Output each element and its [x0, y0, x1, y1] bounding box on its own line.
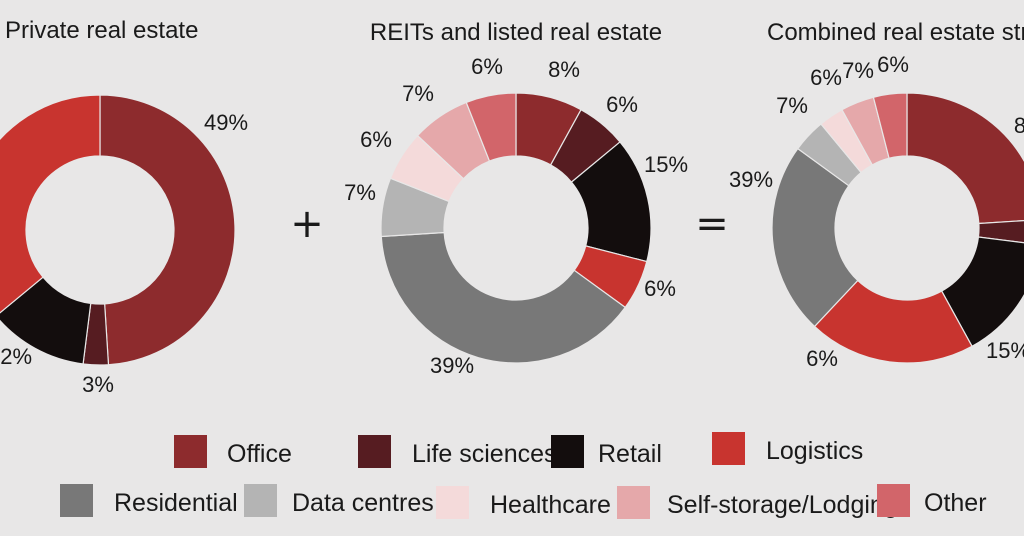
legend-label: Life sciences — [412, 440, 557, 468]
legend-item-retail: Retail — [551, 435, 662, 468]
slice-label-logistics: 6% — [806, 346, 838, 371]
legend-swatch — [712, 432, 745, 465]
slice-other — [872, 92, 908, 159]
slice-office — [99, 94, 236, 366]
legend-item-logistics: Logistics — [712, 432, 863, 465]
chart-title-2: REITs and listed real estate — [370, 19, 662, 46]
legend-label: Logistics — [766, 437, 863, 465]
legend-swatch — [244, 484, 277, 517]
legend-label: Other — [924, 489, 987, 517]
legend-label: Office — [227, 440, 292, 468]
slice-label-life-sciences: 3% — [82, 372, 114, 397]
slice-label-self-storage-lodging: 7% — [402, 81, 434, 106]
slice-logistics — [0, 94, 101, 314]
legend-swatch — [551, 435, 584, 468]
slice-label-residential: 39% — [430, 353, 474, 378]
slice-residential — [380, 231, 627, 364]
slice-other — [465, 92, 517, 162]
legend-swatch — [174, 435, 207, 468]
slice-label-office: 8% — [548, 57, 580, 82]
slice-label-other: 6% — [877, 52, 909, 77]
legend-swatch — [617, 486, 650, 519]
chart-title-1: Private real estate — [5, 17, 198, 44]
legend-item-residential: Residential — [60, 484, 238, 517]
legend-item-data-centres: Data centres — [244, 484, 434, 517]
slice-retail — [0, 276, 92, 365]
chart-labels: 49% 3% 12% Private real estate 8% 6% 15% 6% 39% 7… — [0, 17, 1024, 397]
slice-label-residential: 39% — [729, 167, 773, 192]
legend-swatch — [877, 484, 910, 517]
legend-label: Retail — [598, 440, 662, 468]
donut-3 — [771, 92, 1024, 364]
legend-item-life-sciences: Life sciences — [358, 435, 557, 468]
donut-charts — [0, 92, 1024, 366]
slice-label-office: 49% — [204, 110, 248, 135]
slice-label-logistics: 6% — [644, 276, 676, 301]
slice-label-data-centres: 7% — [776, 93, 808, 118]
slice-label-retail: 12% — [0, 344, 32, 369]
chart-title-3: Combined real estate strategy — [767, 19, 1024, 46]
slice-label-retail: 15% — [986, 338, 1024, 363]
legend-item-healthcare: Healthcare — [436, 486, 611, 519]
slice-label-healthcare: 6% — [810, 65, 842, 90]
slice-label-healthcare: 6% — [360, 127, 392, 152]
legend-label: Self-storage/Lodging — [667, 491, 898, 519]
slice-office — [906, 92, 1024, 225]
slice-logistics — [813, 279, 973, 364]
donut-1 — [0, 94, 236, 366]
legend-swatch — [436, 486, 469, 519]
legend-swatch — [358, 435, 391, 468]
donut-2 — [380, 92, 652, 364]
legend-label: Healthcare — [490, 491, 611, 519]
slice-label-life-sciences: 6% — [606, 92, 638, 117]
legend-swatch — [60, 484, 93, 517]
legend-item-office: Office — [174, 435, 292, 468]
legend-label: Data centres — [292, 489, 434, 517]
slice-label-office: 8 — [1014, 113, 1024, 138]
legend: Office Life sciences Retail Logistics Reside… — [60, 432, 987, 519]
legend-item-other: Other — [877, 484, 987, 517]
slice-label-other: 6% — [471, 54, 503, 79]
legend-item-self-storage-lodging: Self-storage/Lodging — [617, 486, 898, 519]
slice-label-retail: 15% — [644, 152, 688, 177]
slice-label-self-storage-lodging: 7% — [842, 58, 874, 83]
legend-label: Residential — [114, 489, 238, 517]
plus-operator: + — [290, 201, 324, 247]
slice-residential — [771, 147, 859, 328]
equals-operator: = — [695, 201, 729, 247]
slice-label-data-centres: 7% — [344, 180, 376, 205]
